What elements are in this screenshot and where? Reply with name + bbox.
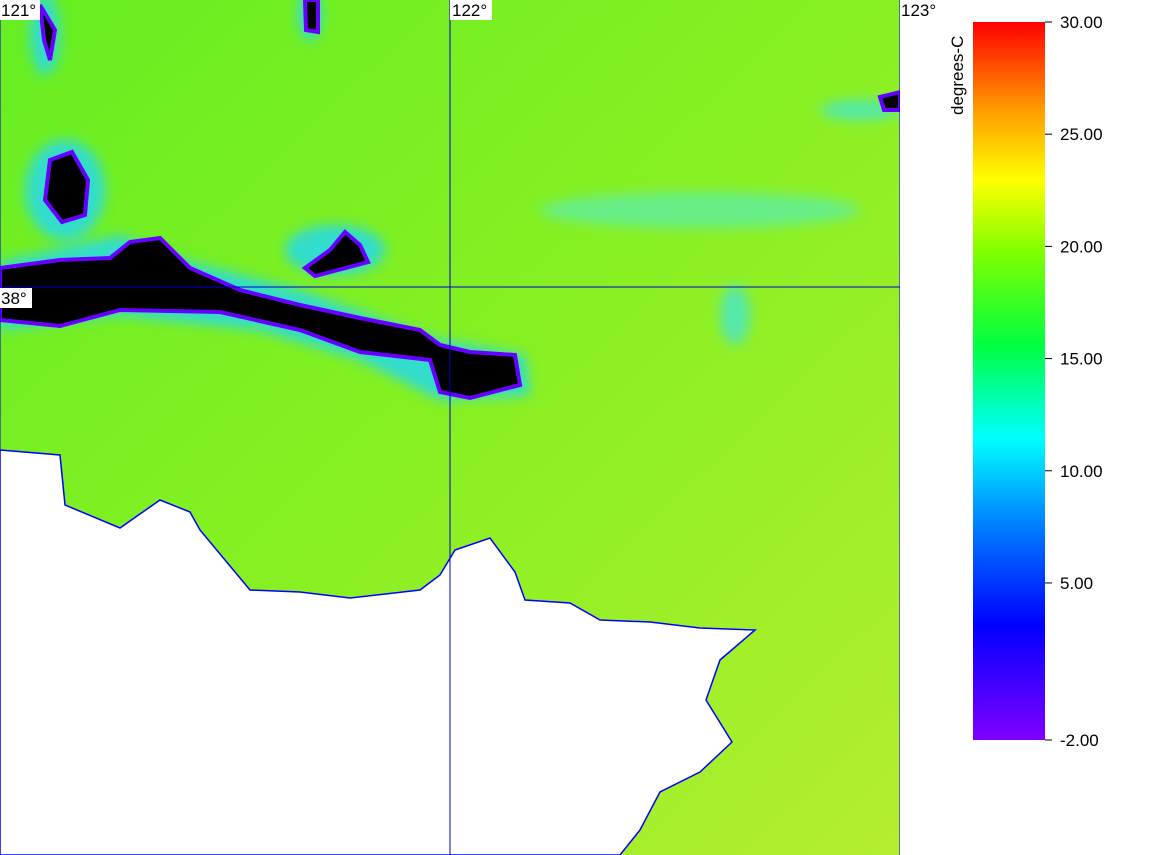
colorbar-tick-label: 10.00 — [1060, 462, 1103, 481]
colorbar-title: degrees-C — [948, 36, 967, 115]
longitude-label: 121° — [1, 1, 36, 20]
colorbar-tick-label: -2.00 — [1060, 731, 1099, 750]
label-bg — [0, 288, 32, 308]
colorbar-ticks: 30.00 25.00 20.00 15.00 10.00 5.00 -2.00 — [1045, 13, 1103, 750]
longitude-label: 123° — [901, 1, 936, 20]
colorbar-tick-label: 15.00 — [1060, 350, 1103, 369]
colorbar — [973, 22, 1045, 740]
label-bg — [450, 0, 492, 20]
longitude-label: 122° — [452, 1, 487, 20]
latitude-label: 38° — [1, 289, 27, 308]
colorbar-tick-label: 5.00 — [1060, 574, 1093, 593]
colorbar-tick-label: 30.00 — [1060, 13, 1103, 32]
colorbar-tick-label: 25.00 — [1060, 125, 1103, 144]
label-bg — [0, 0, 40, 20]
map-image — [0, 0, 900, 855]
colorbar-tick-label: 20.00 — [1060, 237, 1103, 256]
